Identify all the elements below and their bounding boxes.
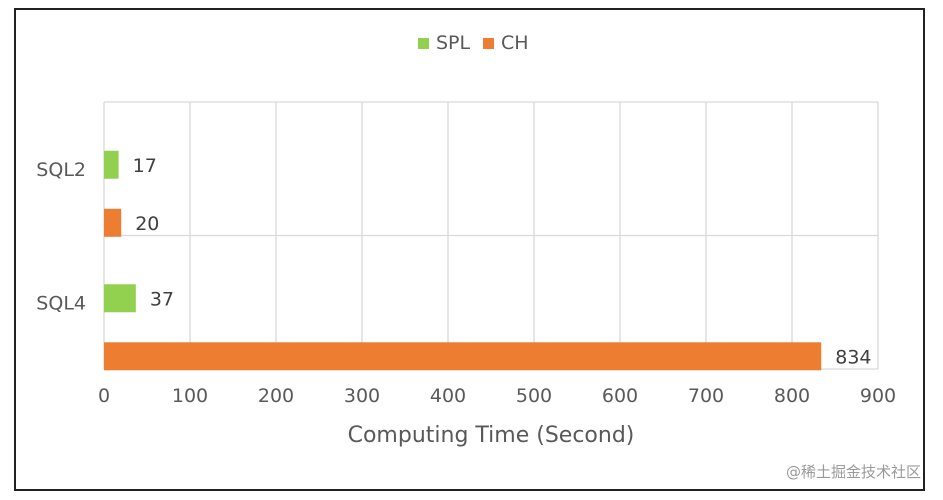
data-label: 20 xyxy=(135,213,159,235)
legend-swatch-ch xyxy=(483,37,494,49)
legend-swatch-spl xyxy=(418,37,429,49)
data-label: 17 xyxy=(133,155,157,177)
x-tick-label: 0 xyxy=(98,385,110,407)
legend-item-ch: CH xyxy=(483,32,529,54)
x-tick-label: 600 xyxy=(602,385,638,407)
data-label: 834 xyxy=(835,346,871,368)
legend-item-spl: SPL xyxy=(418,32,470,54)
bar-spl-sql2 xyxy=(104,150,119,179)
x-axis-title: Computing Time (Second) xyxy=(348,423,635,448)
bar-spl-sql4 xyxy=(104,284,136,313)
chart-frame xyxy=(14,8,925,491)
x-tick-label: 400 xyxy=(430,385,466,407)
data-label: 37 xyxy=(150,288,174,310)
x-tick-label: 900 xyxy=(860,385,896,407)
y-category-label: SQL4 xyxy=(36,292,86,314)
x-tick-label: 700 xyxy=(688,385,724,407)
y-category-label: SQL2 xyxy=(36,159,86,181)
bar-ch-sql4 xyxy=(104,342,822,371)
bar-ch-sql2 xyxy=(104,208,122,237)
x-tick-label: 800 xyxy=(774,385,810,407)
legend-label-ch: CH xyxy=(501,32,529,54)
x-tick-label: 100 xyxy=(172,385,208,407)
x-tick-label: 200 xyxy=(258,385,294,407)
x-tick-label: 500 xyxy=(516,385,552,407)
watermark: @稀土掘金技术社区 xyxy=(785,463,921,481)
legend-label-spl: SPL xyxy=(436,32,471,54)
x-tick-label: 300 xyxy=(344,385,380,407)
